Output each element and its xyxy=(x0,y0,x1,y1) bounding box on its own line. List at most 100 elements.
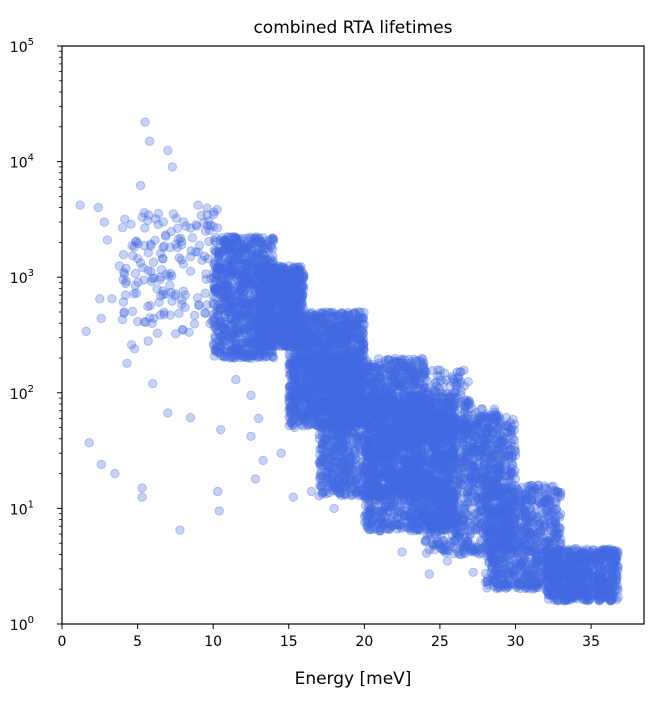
scatter-point xyxy=(318,422,328,432)
scatter-point xyxy=(241,352,252,363)
scatter-point xyxy=(348,308,358,319)
chart-title: combined RTA lifetimes xyxy=(253,18,452,38)
scatter-point xyxy=(236,318,246,328)
scatter-point xyxy=(228,344,238,355)
scatter-point xyxy=(255,351,265,362)
scatter-point xyxy=(261,265,271,275)
scatter-point xyxy=(345,327,355,337)
scatter-point xyxy=(243,275,253,286)
scatter-point xyxy=(344,387,354,398)
scatter-point xyxy=(269,298,279,308)
scatter-point xyxy=(306,404,316,414)
scatter-point xyxy=(293,294,304,305)
scatter-point xyxy=(238,286,248,297)
scatter-point xyxy=(215,277,225,287)
scatter-point xyxy=(235,328,245,338)
scatter-point xyxy=(266,344,277,354)
scatter-point xyxy=(220,266,231,277)
scatter-point xyxy=(260,283,271,294)
scatter-point xyxy=(341,453,351,464)
scatter-point xyxy=(328,365,339,376)
scatter-point xyxy=(288,308,298,319)
scatter-point xyxy=(243,261,253,271)
scatter-point xyxy=(257,308,268,318)
scatter-point xyxy=(401,370,411,380)
scatter-point xyxy=(224,283,234,293)
scatter-point xyxy=(351,358,361,369)
scatter-point xyxy=(229,340,240,350)
scatter-point xyxy=(267,324,277,335)
scatter-point xyxy=(243,304,254,315)
scatter-point xyxy=(341,414,352,424)
scatter-point xyxy=(215,341,226,352)
scatter-point xyxy=(260,273,271,284)
scatter-point xyxy=(356,340,366,351)
scatter-point xyxy=(264,260,275,270)
scatter-point xyxy=(233,237,243,248)
scatter-point xyxy=(240,244,250,255)
scatter-point xyxy=(340,481,350,491)
scatter-point xyxy=(332,344,342,354)
scatter-point xyxy=(223,242,233,252)
scatter-point xyxy=(343,468,353,479)
scatter-point xyxy=(209,313,219,323)
scatter-point xyxy=(231,258,242,268)
scatter-point xyxy=(253,247,263,258)
scatter-point xyxy=(229,353,239,363)
scatter-point xyxy=(244,258,254,268)
scatter-point xyxy=(335,320,345,330)
scatter-point xyxy=(297,383,307,393)
scatter-point xyxy=(213,249,224,260)
scatter-point xyxy=(417,353,427,364)
scatter-point xyxy=(249,334,259,344)
scatter-point xyxy=(261,279,271,289)
scatter-point xyxy=(387,359,397,370)
scatter-point xyxy=(248,273,259,284)
scatter-point xyxy=(238,278,249,288)
scatter-point xyxy=(246,241,257,252)
scatter-point xyxy=(324,377,334,387)
scatter-point xyxy=(234,324,244,334)
scatter-point xyxy=(265,306,275,317)
scatter-point xyxy=(218,325,229,335)
scatter-point xyxy=(261,305,272,316)
scatter-point xyxy=(314,480,325,491)
scatter-point xyxy=(239,242,249,253)
scatter-point xyxy=(253,267,263,277)
scatter-point xyxy=(233,281,244,292)
scatter-point xyxy=(325,454,336,464)
scatter-point xyxy=(261,331,272,341)
points-layer xyxy=(75,117,623,606)
scatter-point xyxy=(262,335,273,345)
scatter-point xyxy=(249,265,259,275)
scatter-point xyxy=(232,328,243,338)
scatter-point xyxy=(248,298,258,309)
scatter-point xyxy=(315,357,325,368)
scatter-point xyxy=(268,272,278,283)
scatter-point xyxy=(221,335,231,346)
scatter-point xyxy=(227,331,237,341)
scatter-point xyxy=(246,333,256,344)
scatter-point xyxy=(286,418,297,428)
scatter-point xyxy=(258,275,269,285)
scatter-point xyxy=(268,316,278,326)
scatter-point xyxy=(304,341,314,351)
scatter-point xyxy=(255,334,265,344)
scatter-point xyxy=(259,285,269,295)
scatter-point xyxy=(241,283,252,294)
scatter-point xyxy=(217,288,227,298)
scatter-point xyxy=(224,245,235,255)
scatter-point xyxy=(249,347,259,357)
scatter-point xyxy=(240,323,251,333)
scatter-point xyxy=(210,263,221,273)
scatter-point xyxy=(334,446,345,457)
scatter-point xyxy=(221,243,231,254)
scatter-point xyxy=(272,264,283,275)
scatter-point xyxy=(318,307,328,318)
scatter-point xyxy=(268,352,279,363)
scatter-point xyxy=(256,332,267,342)
scatter-point xyxy=(225,311,236,321)
scatter-point xyxy=(318,399,329,410)
scatter-point xyxy=(295,336,306,346)
